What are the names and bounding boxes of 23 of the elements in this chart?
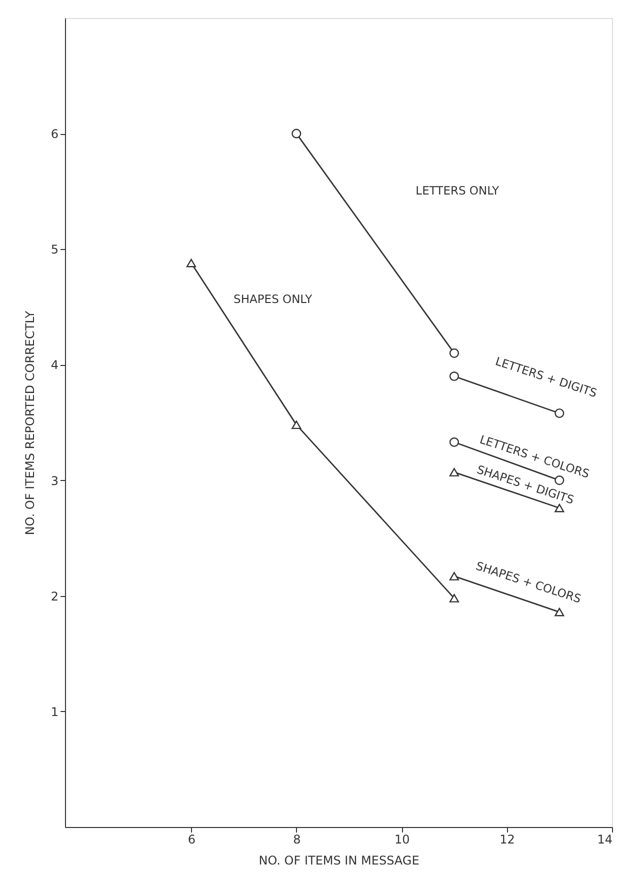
x-tick-label: 8 (293, 832, 301, 846)
point (449, 348, 459, 358)
annotation: LETTERS ONLY (416, 183, 500, 198)
y-tick-label: 3 (50, 474, 58, 488)
point (449, 437, 459, 447)
point (554, 408, 564, 418)
x-tick-label: 6 (188, 832, 196, 846)
point (292, 128, 302, 138)
y-tick-label: 1 (50, 704, 58, 719)
point (449, 371, 459, 382)
point (292, 420, 302, 430)
annotation: SHAPES ONLY (234, 292, 314, 306)
y-tick-label: 5 (50, 242, 58, 257)
x-tick-label: 10 (394, 832, 410, 846)
y-tick-label: 4 (50, 358, 58, 372)
x-tick-label: 14 (597, 832, 612, 846)
y-tick-label: 6 (50, 127, 58, 142)
y-axis-title: NO. OF ITEMS REPORTED CORRECTLY (22, 310, 37, 536)
y-tick-label: 2 (50, 589, 58, 604)
x-tick-label: 12 (500, 832, 515, 846)
x-axis-title: NO. OF ITEMS IN MESSAGE (258, 854, 420, 868)
point (449, 594, 459, 602)
point (186, 258, 196, 268)
